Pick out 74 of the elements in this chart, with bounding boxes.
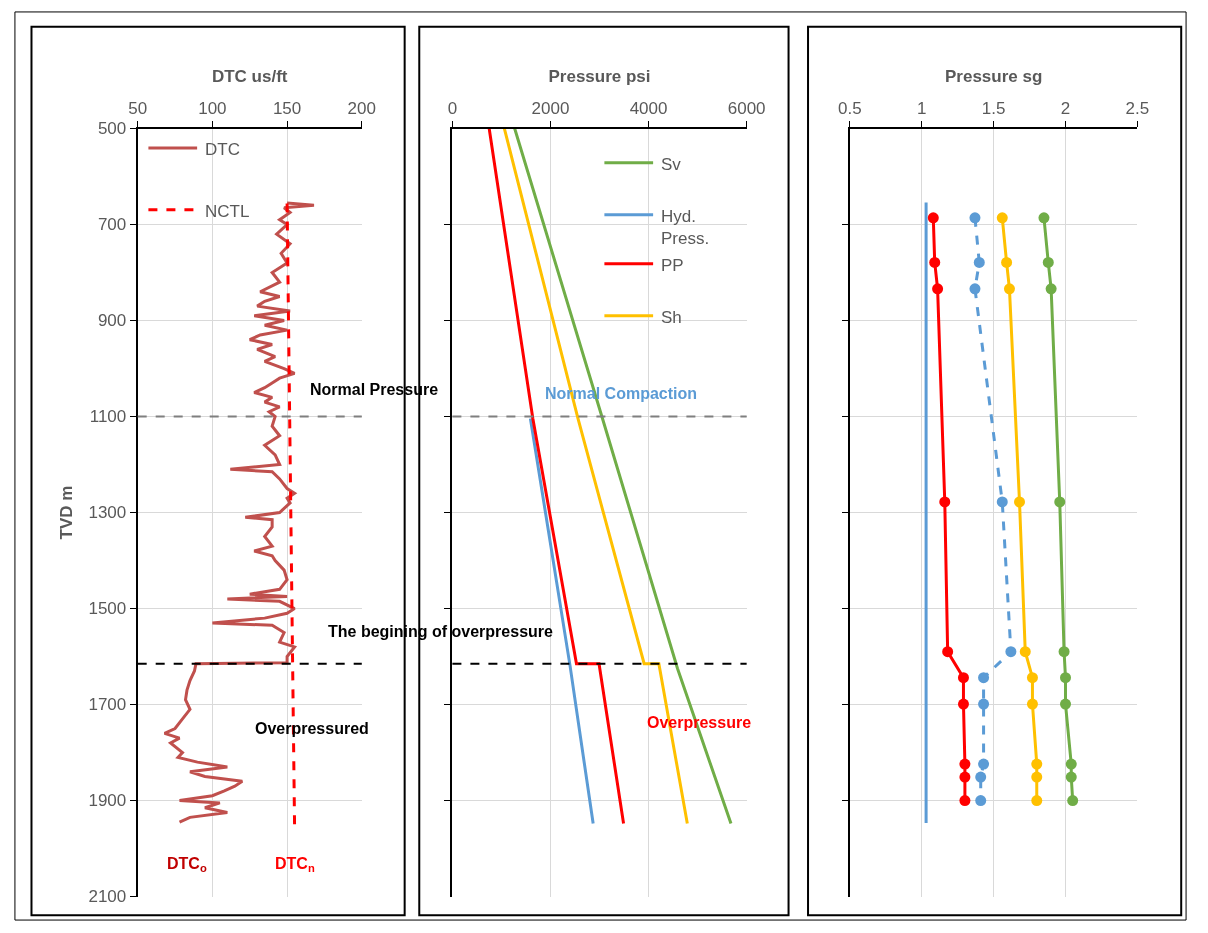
x-tick-label: 2000 [531, 98, 570, 118]
point [1058, 646, 1070, 658]
point [1019, 646, 1031, 658]
point [1031, 795, 1043, 807]
point [1054, 496, 1066, 508]
x-tick-label: 50 [128, 98, 148, 118]
point [1031, 758, 1043, 770]
point [973, 256, 985, 268]
legend-label: Hyd. Press. [661, 207, 710, 249]
legend-label: Sh [661, 308, 682, 327]
point [957, 698, 969, 710]
point [975, 795, 987, 807]
point [1026, 672, 1038, 684]
x-tick-label: 6000 [727, 98, 766, 118]
point [1045, 283, 1057, 295]
x-axis-title: DTC us/ft [211, 66, 288, 86]
x-axis-title: Pressure sg [944, 66, 1043, 86]
legend-label: Sv [661, 155, 682, 174]
point [1014, 496, 1026, 508]
x-tick-label: 1 [917, 98, 927, 118]
point [1060, 698, 1071, 710]
x-tick-label: 2 [1060, 98, 1071, 118]
y-tick-label: 500 [97, 119, 127, 139]
point [932, 283, 944, 295]
point [1065, 758, 1077, 770]
y-tick-label: 2100 [88, 887, 127, 907]
x-axis-title: Pressure psi [548, 66, 651, 86]
point [1031, 771, 1043, 783]
point [942, 646, 954, 658]
legend-label: PP [661, 256, 684, 275]
point [1065, 771, 1077, 783]
point [969, 283, 981, 295]
point [1038, 212, 1050, 224]
y-tick-label: 1300 [88, 503, 127, 523]
y-tick-label: 1900 [88, 791, 127, 811]
point [929, 256, 941, 268]
x-tick-label: 0 [447, 98, 458, 118]
x-tick-label: 2.5 [1125, 98, 1150, 118]
y-tick-label: 700 [97, 215, 127, 235]
point [996, 496, 1008, 508]
point [1003, 283, 1015, 295]
point [969, 212, 981, 224]
point [1042, 256, 1054, 268]
point [1067, 795, 1079, 807]
y-tick-label: 1500 [88, 599, 127, 619]
point [978, 698, 990, 710]
point [978, 758, 990, 770]
point [959, 795, 971, 807]
point [959, 758, 971, 770]
point [1005, 646, 1017, 658]
y-tick-label: 1700 [88, 695, 127, 715]
x-tick-label: 4000 [629, 98, 668, 118]
x-tick-label: 200 [347, 98, 376, 118]
point [975, 771, 987, 783]
point [939, 496, 951, 508]
point [1060, 672, 1071, 684]
point [978, 672, 990, 684]
y-tick-label: 900 [97, 311, 127, 331]
x-tick-label: 1.5 [981, 98, 1006, 118]
legend-label: NCTL [205, 202, 250, 221]
point [959, 771, 971, 783]
point [927, 212, 939, 224]
point [996, 212, 1008, 224]
x-tick-label: 0.5 [838, 98, 862, 118]
annotation: DTC$_{n}$ [275, 855, 315, 875]
point [1001, 256, 1013, 268]
point [1026, 698, 1038, 710]
annotation: DTC$_{o}$ [167, 855, 207, 875]
y-tick-label: 1100 [89, 407, 127, 427]
point [957, 672, 969, 684]
x-tick-label: 100 [198, 98, 227, 118]
x-tick-label: 150 [272, 98, 302, 118]
legend-label: DTC [205, 140, 240, 159]
y-axis-title: TVD m [56, 485, 76, 540]
